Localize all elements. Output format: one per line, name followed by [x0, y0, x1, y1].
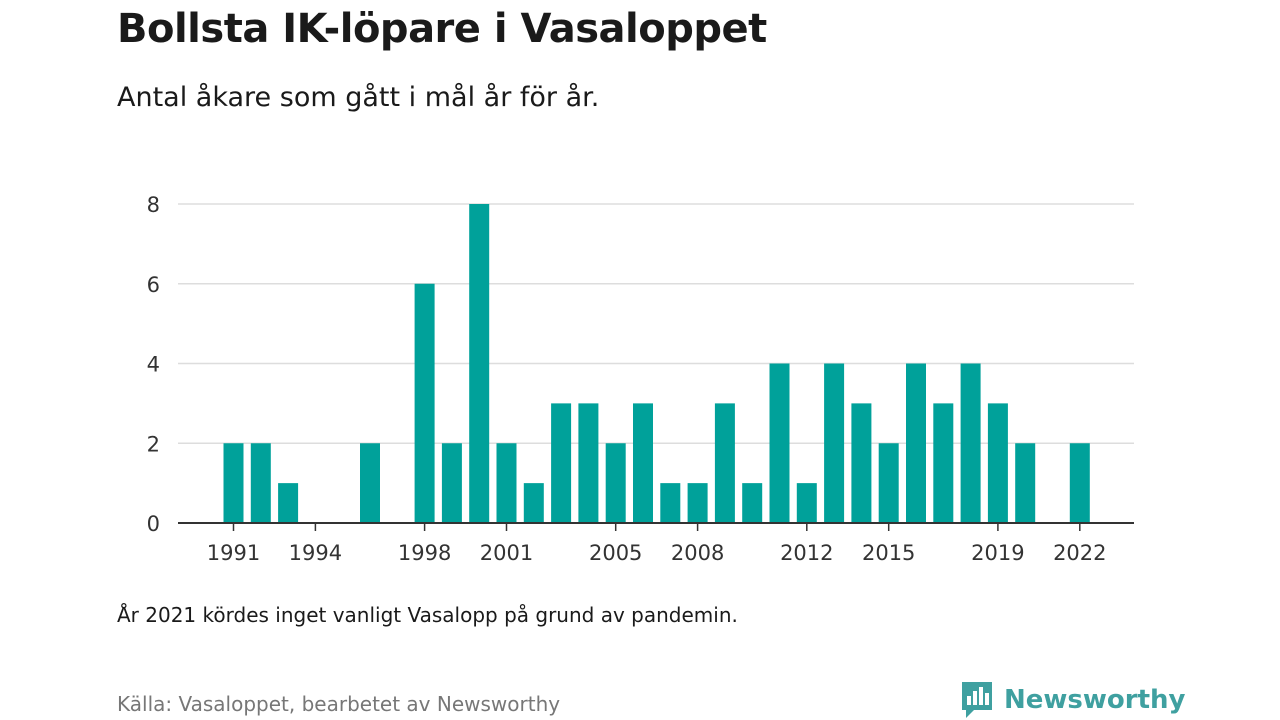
- bar: [441, 443, 462, 523]
- bar: [660, 483, 681, 523]
- bar: [633, 403, 653, 523]
- y-tick-label: 8: [147, 193, 160, 217]
- y-axis-ticks: 0 2 4 6 8: [147, 193, 160, 536]
- bar: [878, 443, 899, 523]
- bar: [469, 204, 490, 523]
- x-tick-label: 1991: [207, 541, 260, 565]
- bar: [250, 443, 271, 523]
- x-tick-label: 2008: [671, 541, 724, 565]
- newsworthy-logo-icon: [962, 682, 992, 718]
- bar: [933, 403, 954, 523]
- bar: [742, 483, 763, 523]
- x-tick-label: 1998: [398, 541, 451, 565]
- source-text: Källa: Vasaloppet, bearbetet av Newswort…: [117, 692, 561, 716]
- brand-name: Newsworthy: [1004, 685, 1186, 715]
- bar: [769, 363, 790, 523]
- bar: [796, 483, 817, 523]
- y-tick-label: 2: [147, 432, 160, 456]
- y-tick-label: 0: [147, 512, 160, 536]
- x-tick-label: 2005: [589, 541, 642, 565]
- brand-logo: Newsworthy: [960, 680, 1185, 720]
- bar: [578, 403, 599, 523]
- bar: [551, 403, 572, 523]
- x-tick-label: 2012: [780, 541, 833, 565]
- bar-chart: 0 2 4 6 8 1991 1994 1998 2001 2005 2008 2012 2015 20…: [147, 193, 1134, 565]
- footnote: År 2021 kördes inget vanligt Vasalopp på…: [117, 603, 738, 627]
- bar: [496, 443, 517, 523]
- bar: [360, 443, 380, 523]
- bar: [851, 403, 872, 523]
- bar: [960, 363, 981, 523]
- bar: [1015, 443, 1036, 523]
- bar: [1069, 443, 1090, 523]
- x-axis-ticks: 1991 1994 1998 2001 2005 2008 2012 2015 2019 2022: [207, 523, 1107, 565]
- bars: [223, 204, 1090, 523]
- x-tick-label: 2019: [971, 541, 1024, 565]
- bar: [278, 483, 299, 523]
- bar: [987, 403, 1008, 523]
- y-tick-label: 4: [147, 353, 160, 377]
- chart-subtitle: Antal åkare som gått i mål år för år.: [117, 82, 600, 113]
- x-tick-label: 1994: [289, 541, 342, 565]
- bar: [223, 443, 244, 523]
- bar: [523, 483, 544, 523]
- bar: [906, 363, 926, 523]
- y-tick-label: 6: [147, 273, 160, 297]
- chart-title: Bollsta IK-löpare i Vasaloppet: [117, 6, 767, 52]
- x-tick-label: 2022: [1053, 541, 1106, 565]
- bar: [605, 443, 626, 523]
- bar: [714, 403, 735, 523]
- x-tick-label: 2001: [480, 541, 533, 565]
- bar: [824, 363, 845, 523]
- bar: [687, 483, 708, 523]
- bar: [414, 283, 435, 523]
- x-tick-label: 2015: [862, 541, 915, 565]
